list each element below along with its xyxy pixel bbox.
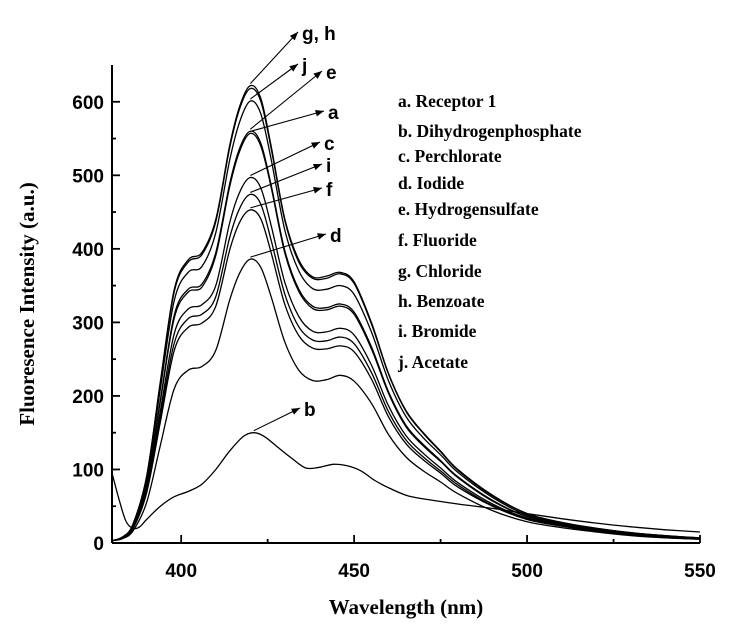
legend-entry: e. Hydrogensulfate — [398, 199, 539, 219]
annotation-label: d — [330, 226, 342, 247]
annotation-label: a — [328, 103, 339, 124]
annotation-arrow — [253, 407, 301, 432]
y-tick-label: 300 — [72, 313, 104, 334]
y-tick-label: 100 — [72, 460, 104, 481]
annotation-arrow — [250, 70, 323, 130]
legend-entry: d. Iodide — [398, 173, 464, 193]
annotation-arrow — [250, 141, 321, 177]
annotation-arrow — [250, 110, 325, 132]
legend-entry: j. Acetate — [397, 352, 468, 372]
x-tick-label: 500 — [511, 561, 543, 582]
series-line-j — [111, 100, 701, 542]
annotation-arrowhead — [291, 408, 300, 415]
annotation-label: g, h — [302, 24, 336, 45]
legend: a. Receptor 1 b. Dihydrogenphosphate c. … — [397, 91, 582, 372]
legend-entry: c. Perchlorate — [398, 146, 502, 166]
annotation-arrowhead — [289, 64, 298, 72]
series-line-h — [111, 87, 701, 542]
y-tick-label: 600 — [72, 93, 104, 114]
annotation-arrowhead — [313, 71, 322, 79]
y-axis-title: Fluoresence Intensity (a.u.) — [15, 182, 39, 425]
series-line-d — [111, 258, 701, 542]
legend-entry: g. Chloride — [398, 261, 482, 281]
legend-entry: h. Benzoate — [398, 291, 485, 311]
series-line-f — [111, 209, 701, 542]
annotation-arrow — [250, 233, 327, 258]
annotation-arrowhead — [317, 233, 326, 240]
annotation-label: c — [324, 134, 335, 155]
y-tick-label: 400 — [72, 240, 104, 261]
y-tick-label: 200 — [72, 387, 104, 408]
series-line-b — [111, 432, 701, 533]
legend-entry: b. Dihydrogenphosphate — [398, 121, 582, 141]
x-tick-label: 400 — [165, 561, 197, 582]
annotation-arrow — [250, 163, 323, 193]
series-line-i — [111, 193, 701, 542]
y-tick-label: 0 — [93, 534, 104, 555]
annotation-label: i — [326, 156, 331, 177]
annotation-arrowhead — [313, 163, 322, 171]
legend-entry: i. Bromide — [398, 321, 477, 341]
x-tick-label: 450 — [338, 561, 370, 582]
annotation-label: b — [304, 400, 316, 421]
annotation-arrow — [249, 31, 299, 84]
ticks — [112, 100, 701, 544]
annotation-arrowhead — [289, 32, 298, 41]
annotation-label: e — [326, 63, 337, 84]
annotation-arrow — [250, 187, 323, 209]
tick-labels: 400 450 500 550 0 100 200 300 400 500 600 — [72, 93, 716, 582]
legend-entry: a. Receptor 1 — [398, 91, 496, 111]
annotation-label: j — [301, 56, 307, 77]
x-tick-label: 550 — [684, 561, 716, 582]
annotation-arrow — [250, 63, 299, 100]
x-axis-title: Wavelength (nm) — [329, 595, 484, 619]
series-group — [111, 84, 701, 542]
axes — [111, 65, 700, 544]
legend-entry: f. Fluoride — [398, 230, 477, 250]
annotation-arrowhead — [313, 187, 322, 194]
annotation-arrowhead — [311, 142, 320, 149]
series-line-c — [111, 176, 701, 542]
y-tick-label: 500 — [72, 166, 104, 187]
annotation-label: f — [326, 180, 333, 201]
annotation-arrowhead — [315, 110, 324, 117]
